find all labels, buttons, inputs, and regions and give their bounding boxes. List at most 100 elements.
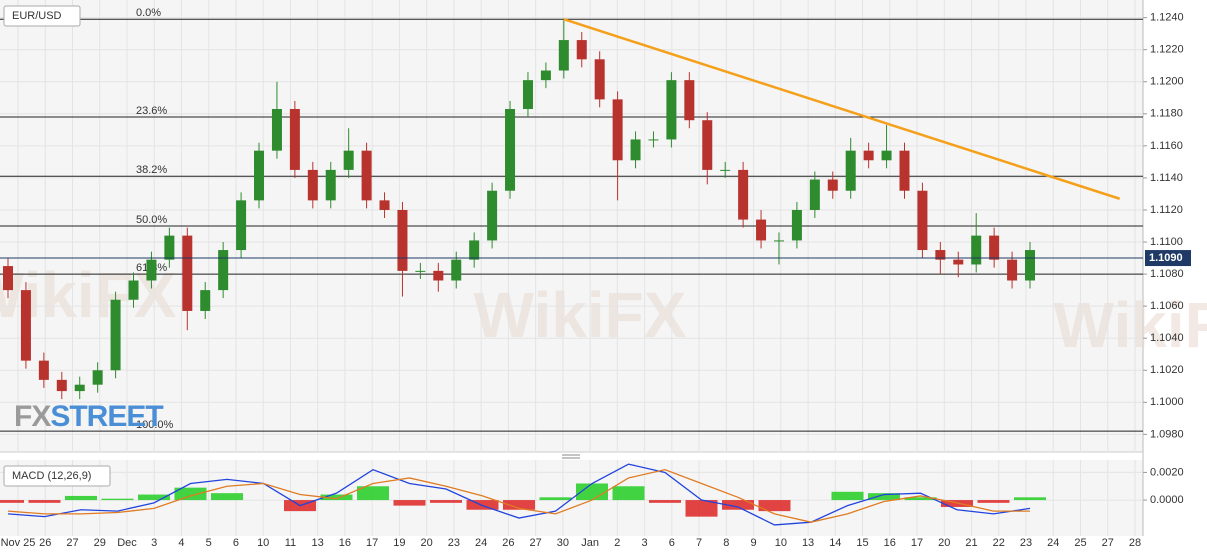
candle-body xyxy=(612,99,623,161)
y-tick-label: 1.1160 xyxy=(1150,140,1183,152)
histogram-bar xyxy=(831,491,864,501)
x-tick-label: 13 xyxy=(312,537,324,549)
histogram-bar xyxy=(174,487,207,501)
x-tick-label: Nov 25 xyxy=(1,537,36,549)
candle-body xyxy=(3,266,13,291)
candle-body xyxy=(74,384,85,392)
candle-body xyxy=(128,280,139,300)
x-tick-label: 26 xyxy=(39,537,51,549)
candle-body xyxy=(702,120,713,170)
fib-label: 38.2% xyxy=(136,164,167,176)
candle-body xyxy=(271,108,282,151)
histogram-bar xyxy=(357,486,389,501)
histogram-bar xyxy=(211,493,243,501)
x-tick-label: 16 xyxy=(884,537,896,549)
histogram-bar xyxy=(868,493,900,501)
x-tick-label: 27 xyxy=(530,537,542,549)
candle-body xyxy=(307,169,318,201)
watermark: WikiFX xyxy=(474,279,687,351)
fib-label: 0.0% xyxy=(136,7,161,19)
y-tick-label: 1.1020 xyxy=(1150,364,1184,376)
macd-label-box xyxy=(3,465,111,487)
histogram-bar xyxy=(941,500,973,507)
x-tick-label: 5 xyxy=(206,537,212,549)
candle-body xyxy=(953,259,964,265)
y-tick-label: 1.1200 xyxy=(1150,76,1184,88)
candle-body xyxy=(92,370,103,385)
histogram-bar xyxy=(101,498,134,501)
x-tick-label: 20 xyxy=(938,537,950,549)
candle-body xyxy=(935,250,946,260)
x-tick-label: 16 xyxy=(339,537,351,549)
candle-body xyxy=(720,169,731,171)
y-tick-label: 1.1180 xyxy=(1150,108,1183,120)
histogram-bar xyxy=(649,500,681,503)
candle-body xyxy=(989,235,1000,260)
candle-body xyxy=(738,169,749,220)
x-tick-label: 23 xyxy=(448,537,460,549)
y-tick-label: 0.0000 xyxy=(1150,494,1184,506)
histogram-bar xyxy=(28,500,61,503)
x-tick-label: 10 xyxy=(257,537,269,549)
candle-body xyxy=(56,379,67,392)
x-tick-label: 24 xyxy=(475,537,487,549)
histogram-bar xyxy=(503,500,535,510)
histogram-bar xyxy=(65,495,97,501)
candle-body xyxy=(522,80,533,109)
last-price-label: 1.1090 xyxy=(1149,252,1183,264)
x-tick-label: 13 xyxy=(802,537,814,549)
candle-body xyxy=(343,150,354,170)
y-tick-label: 1.1100 xyxy=(1150,236,1183,248)
candle-body xyxy=(200,290,211,311)
fib-label: 23.6% xyxy=(136,105,167,117)
candle-body xyxy=(146,259,157,281)
candle-body xyxy=(415,270,426,272)
brand-logo: FXSTREET xyxy=(14,400,163,433)
histogram-bar xyxy=(904,497,937,501)
y-tick-label: 1.1120 xyxy=(1150,204,1183,216)
candle-body xyxy=(630,139,641,161)
x-tick-label: 8 xyxy=(723,537,729,549)
candle-body xyxy=(881,150,892,161)
candle-body xyxy=(397,209,408,271)
y-tick-label: 1.1080 xyxy=(1150,268,1184,280)
candle-body xyxy=(289,108,300,170)
x-tick-label: 9 xyxy=(751,537,757,549)
x-tick-label: 6 xyxy=(233,537,239,549)
candle-body xyxy=(218,250,229,291)
candle-body xyxy=(254,150,265,201)
histogram-bar xyxy=(320,494,353,501)
candle-body xyxy=(236,200,247,251)
fib-label: 50.0% xyxy=(136,214,167,226)
candle-body xyxy=(899,150,910,191)
x-tick-label: 23 xyxy=(1020,537,1032,549)
candle-body xyxy=(845,150,856,191)
y-tick-label: 1.1140 xyxy=(1150,172,1183,184)
candle-body xyxy=(487,190,498,241)
macd-label: MACD (12,26,9) xyxy=(12,470,91,482)
candle-body xyxy=(576,40,587,60)
x-tick-label: 25 xyxy=(1074,537,1086,549)
candle-body xyxy=(469,240,480,260)
x-tick-label: 14 xyxy=(829,537,841,549)
x-tick-label: 2 xyxy=(614,537,620,549)
candle-body xyxy=(540,70,551,81)
x-tick-label: 26 xyxy=(502,537,514,549)
candle-body xyxy=(863,150,874,161)
x-tick-label: 28 xyxy=(1129,537,1141,549)
candle-body xyxy=(1025,250,1035,281)
histogram-bar xyxy=(758,500,791,512)
candle-body xyxy=(773,240,784,242)
histogram-bar xyxy=(612,486,645,501)
candle-body xyxy=(38,360,49,380)
x-tick-label: 19 xyxy=(393,537,405,549)
y-tick-label: 1.0980 xyxy=(1150,428,1184,440)
candle-body xyxy=(182,235,193,311)
x-tick-label: 29 xyxy=(94,537,106,549)
x-tick-label: 22 xyxy=(993,537,1005,549)
x-tick-label: 30 xyxy=(557,537,569,549)
candle-body xyxy=(666,80,677,140)
candle-body xyxy=(433,270,444,281)
candle-body xyxy=(827,179,838,191)
